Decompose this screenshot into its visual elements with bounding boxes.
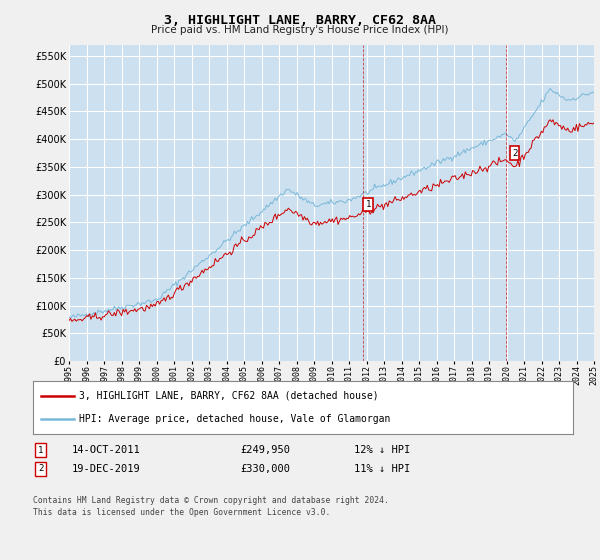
Text: 1: 1	[38, 446, 43, 455]
Text: Contains HM Land Registry data © Crown copyright and database right 2024.
This d: Contains HM Land Registry data © Crown c…	[33, 496, 389, 517]
Text: HPI: Average price, detached house, Vale of Glamorgan: HPI: Average price, detached house, Vale…	[79, 414, 390, 424]
Text: 2: 2	[38, 464, 43, 473]
Text: 1: 1	[365, 200, 371, 209]
Text: 19-DEC-2019: 19-DEC-2019	[72, 464, 141, 474]
Text: 2: 2	[512, 148, 517, 157]
Text: £249,950: £249,950	[240, 445, 290, 455]
Text: Price paid vs. HM Land Registry's House Price Index (HPI): Price paid vs. HM Land Registry's House …	[151, 25, 449, 35]
Text: 14-OCT-2011: 14-OCT-2011	[72, 445, 141, 455]
Text: £330,000: £330,000	[240, 464, 290, 474]
Text: 3, HIGHLIGHT LANE, BARRY, CF62 8AA: 3, HIGHLIGHT LANE, BARRY, CF62 8AA	[164, 14, 436, 27]
Text: 3, HIGHLIGHT LANE, BARRY, CF62 8AA (detached house): 3, HIGHLIGHT LANE, BARRY, CF62 8AA (deta…	[79, 391, 379, 401]
Text: 12% ↓ HPI: 12% ↓ HPI	[354, 445, 410, 455]
Text: 11% ↓ HPI: 11% ↓ HPI	[354, 464, 410, 474]
